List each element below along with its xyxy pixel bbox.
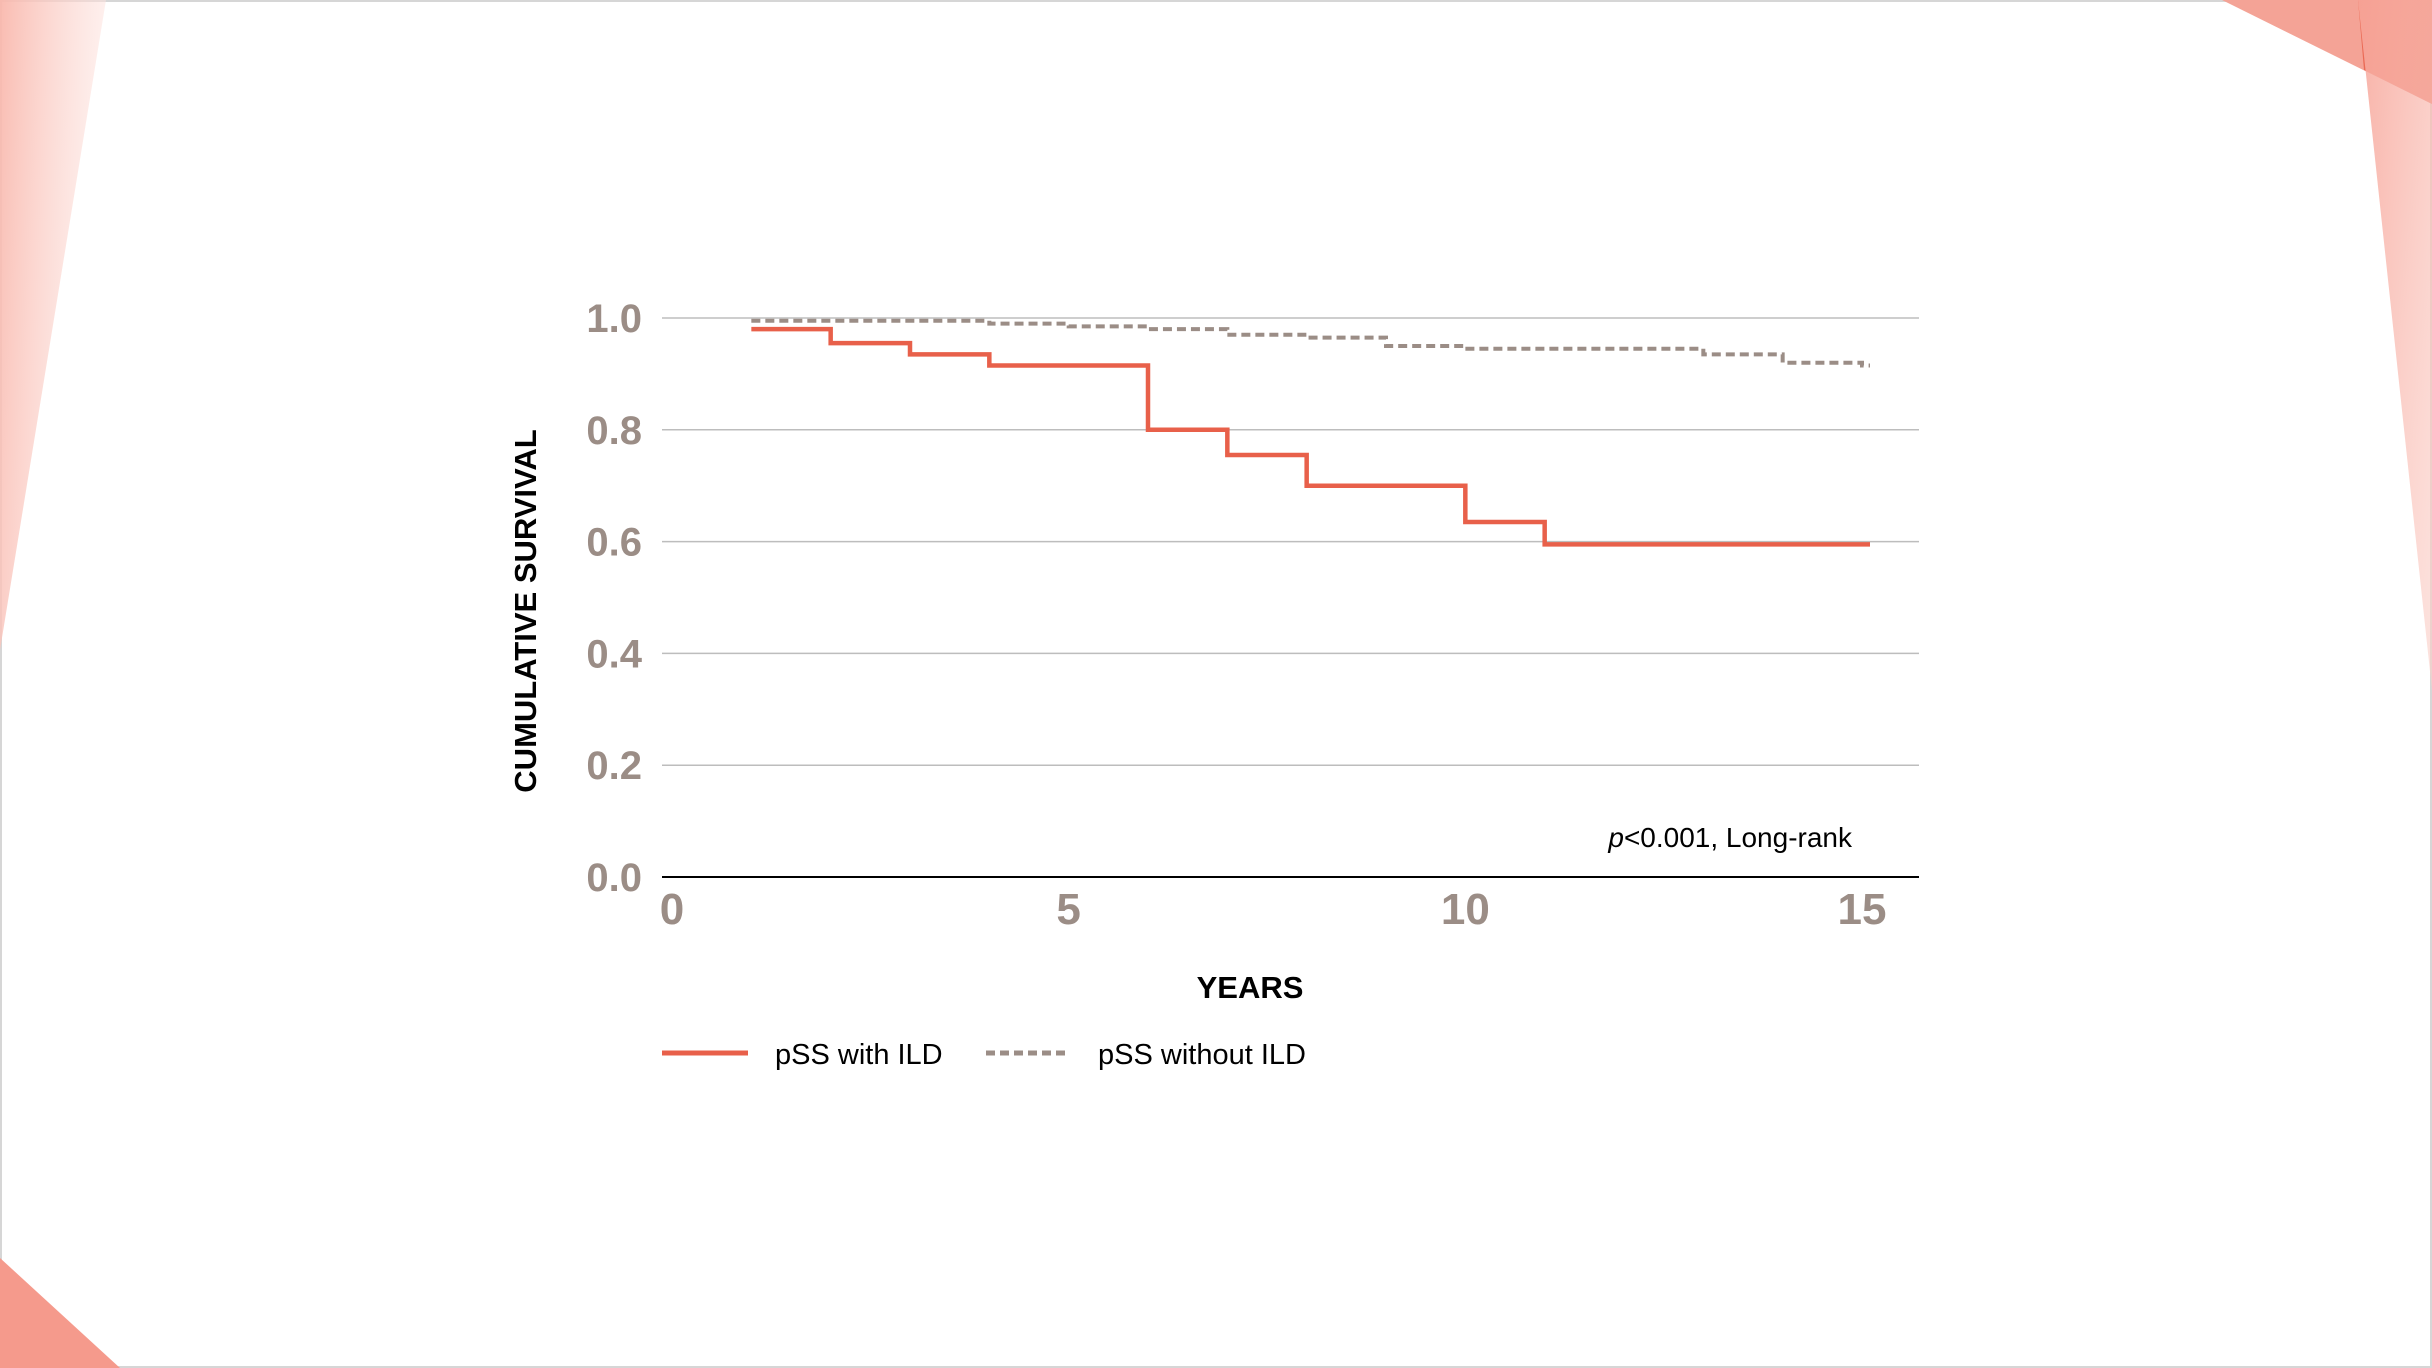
legend: pSS with ILD pSS without ILD <box>662 1039 1306 1071</box>
grid-lines <box>662 317 1919 878</box>
y-tick-labels: 0.0 0.2 0.4 0.6 0.8 1.0 <box>586 297 642 900</box>
series-line-without-ild <box>751 318 1870 368</box>
p-symbol: p <box>1607 822 1624 853</box>
x-tick-labels: 0 5 10 15 <box>660 885 1887 934</box>
right-edge-decoration <box>2358 0 2432 690</box>
series-lines <box>751 318 1870 547</box>
x-tick-label: 5 <box>1056 885 1080 934</box>
y-tick-label: 0.6 <box>586 521 642 565</box>
survival-chart: 0.0 0.2 0.4 0.6 0.8 1.0 0 5 10 15 CUMULATIVE SUR… <box>508 297 1919 1071</box>
y-tick-label: 0.2 <box>586 744 642 788</box>
legend-item-with-ild: pSS with ILD <box>662 1039 943 1071</box>
x-tick-label: 15 <box>1838 885 1887 934</box>
x-tick-label: 10 <box>1441 885 1490 934</box>
y-tick-label: 0.0 <box>586 856 642 900</box>
x-axis-title: YEARS <box>1197 970 1304 1005</box>
left-bottom-decoration <box>0 1258 120 1368</box>
left-top-decoration <box>0 0 106 650</box>
y-axis-title: CUMULATIVE SURVIVAL <box>508 429 543 792</box>
x-tick-label: 0 <box>660 885 684 934</box>
legend-label-with-ild: pSS with ILD <box>775 1039 943 1071</box>
y-tick-label: 0.4 <box>586 632 642 676</box>
p-value-annotation: p<0.001, Long-rank <box>1607 822 1853 853</box>
legend-item-without-ild: pSS without ILD <box>986 1039 1306 1071</box>
y-tick-label: 0.8 <box>586 409 642 453</box>
p-value-text: <0.001, Long-rank <box>1624 822 1853 853</box>
series-line-with-ild <box>751 326 1870 547</box>
legend-label-without-ild: pSS without ILD <box>1098 1039 1306 1071</box>
y-tick-label: 1.0 <box>586 297 642 341</box>
